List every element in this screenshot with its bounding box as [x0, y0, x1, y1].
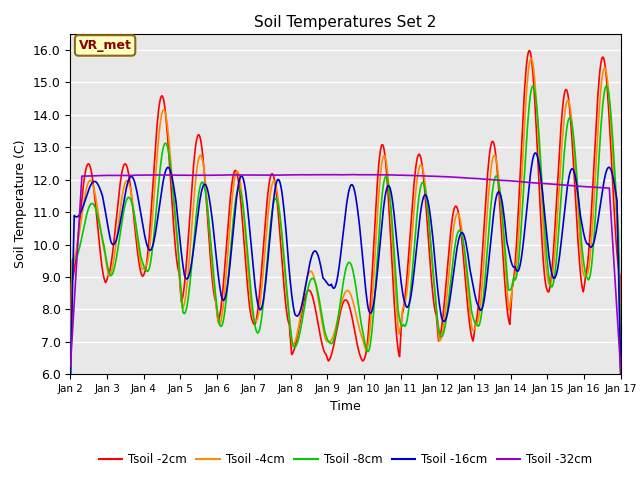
Y-axis label: Soil Temperature (C): Soil Temperature (C)	[14, 140, 28, 268]
Title: Soil Temperatures Set 2: Soil Temperatures Set 2	[255, 15, 436, 30]
Legend: Tsoil -2cm, Tsoil -4cm, Tsoil -8cm, Tsoil -16cm, Tsoil -32cm: Tsoil -2cm, Tsoil -4cm, Tsoil -8cm, Tsoi…	[94, 448, 597, 471]
Text: VR_met: VR_met	[79, 39, 132, 52]
X-axis label: Time: Time	[330, 400, 361, 413]
